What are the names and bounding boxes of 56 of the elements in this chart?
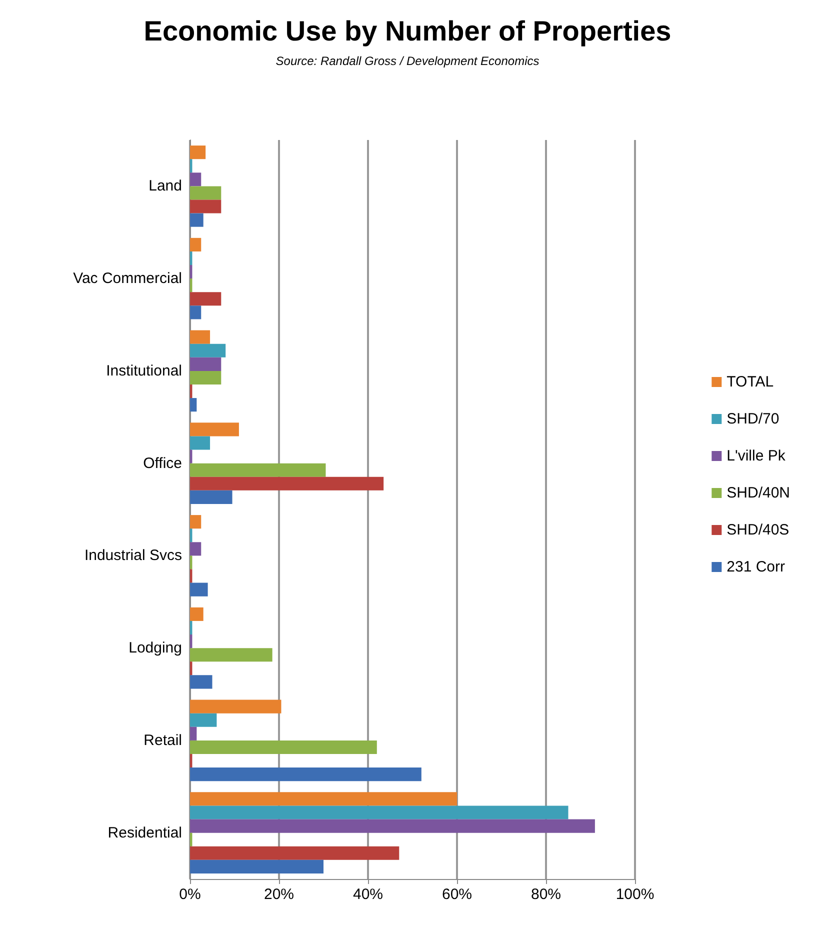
bar: [190, 792, 457, 806]
bar: [190, 330, 210, 344]
bar: [190, 146, 206, 160]
bar: [190, 172, 202, 186]
bar: [190, 648, 272, 662]
legend-label: 231 Corr: [726, 558, 786, 576]
bar: [190, 740, 377, 754]
chart-title: Economic Use by Number of Properties: [144, 16, 672, 46]
bar: [190, 846, 400, 860]
bar: [190, 200, 222, 214]
legend-label: L'ville Pk: [726, 448, 786, 464]
legend-label: SHD/70: [726, 410, 780, 428]
y-tick-label: Land: [148, 178, 182, 195]
bar: [190, 463, 326, 477]
y-tick-label: Office: [143, 454, 182, 472]
bar: [190, 700, 282, 714]
y-tick-label: Residential: [108, 824, 182, 842]
y-tick-label: Retail: [144, 732, 182, 749]
x-tick-label: 20%: [264, 886, 294, 903]
y-tick-label: Lodging: [128, 640, 182, 657]
bar: [190, 357, 222, 371]
bar: [190, 306, 202, 320]
bar: [190, 370, 222, 384]
bar: [190, 436, 210, 450]
bar: [190, 292, 222, 306]
x-tick-label: 100%: [616, 886, 654, 903]
legend-label: SHD/40N: [726, 484, 790, 502]
bar: [190, 490, 232, 504]
bar: [190, 713, 217, 727]
bar: [190, 542, 202, 556]
bar: [190, 768, 422, 782]
bar: [190, 476, 384, 490]
bar: [190, 607, 204, 621]
bar: [190, 726, 197, 740]
bar: [190, 675, 212, 689]
bar: [190, 806, 568, 820]
legend-label: SHD/40S: [726, 522, 790, 538]
bar: [190, 238, 202, 252]
x-tick-label: 0%: [179, 886, 201, 903]
chart-subtitle: Source: Randall Gross / Development Economics: [276, 54, 540, 68]
bar: [190, 819, 595, 833]
bar: [190, 398, 197, 412]
y-tick-label: Industrial Svcs: [84, 547, 182, 564]
bar: [190, 344, 226, 358]
x-tick-label: 40%: [352, 886, 384, 903]
bar: [190, 860, 324, 874]
x-tick-label: 80%: [530, 886, 562, 903]
legend-label: TOTAL: [726, 374, 774, 390]
bar: [190, 186, 222, 200]
bar: [190, 213, 204, 227]
bar: [190, 582, 208, 596]
y-tick-label: Institutional: [106, 362, 182, 380]
bar: [190, 515, 202, 529]
x-tick-label: 60%: [442, 886, 472, 903]
bar: [190, 422, 239, 436]
y-tick-label: Vac Commercial: [73, 270, 182, 288]
